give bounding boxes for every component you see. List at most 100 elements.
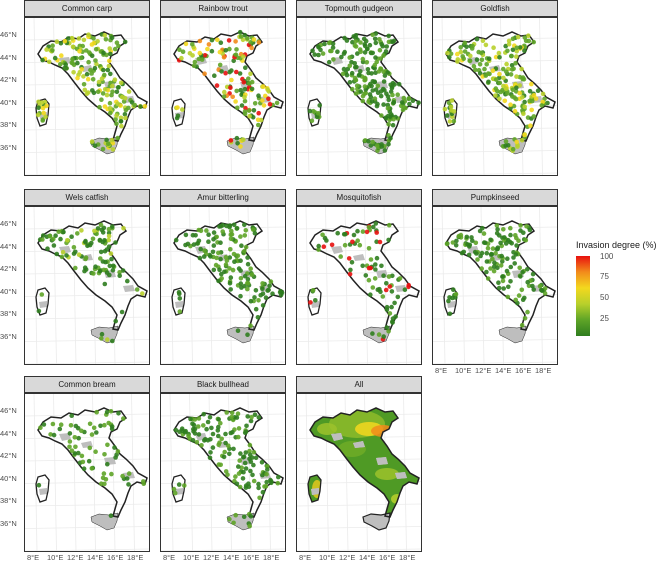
latitude-tick-label: 36°N [0,142,17,152]
site-point [94,430,99,435]
facet-title: Black bullhead [160,376,286,393]
site-point [182,483,187,488]
site-point [505,237,511,243]
site-point [360,56,366,62]
site-point [490,246,496,251]
site-point [386,274,392,279]
site-point [38,425,43,430]
site-point [192,417,198,422]
site-point [485,245,491,251]
site-point [490,256,495,262]
site-point [361,36,367,42]
site-point [384,325,390,330]
site-point [241,469,246,475]
site-point [118,80,124,86]
longitude-tick-label: 18°E [399,553,416,562]
longitude-tick-label: 18°E [127,553,144,562]
longitude-tick-label: 12°E [339,553,356,562]
sardinia-outline [307,287,322,316]
site-point [392,300,397,306]
site-point [180,428,185,433]
site-point [230,267,236,273]
site-point [533,96,539,101]
site-point [474,36,480,42]
site-point [510,87,516,92]
site-point [108,251,114,256]
site-point [120,473,125,479]
site-point [89,466,95,471]
legend-tick-50: 50 [600,293,609,302]
site-point [250,227,256,232]
site-point [447,295,452,300]
site-point [227,255,233,260]
site-point [73,444,78,450]
site-point [46,59,52,65]
site-point [496,50,502,56]
site-point [174,115,180,121]
site-point [372,276,378,281]
site-point [242,283,247,289]
site-point [87,445,93,451]
site-point [99,76,105,82]
site-point [501,286,506,291]
site-point [91,271,96,276]
site-point [229,410,235,416]
site-point [39,292,45,297]
site-point [40,233,46,238]
site-point [470,43,475,49]
site-point [531,39,536,45]
site-point [260,281,265,286]
site-point [196,424,201,429]
latitude-tick-label: 44°N [0,241,17,251]
site-point [44,103,49,109]
site-point [235,105,240,111]
site-point [222,269,227,275]
site-point [72,435,78,440]
site-point [245,332,250,337]
site-point [449,98,455,103]
site-point [474,251,479,256]
site-point [357,242,363,248]
site-point [177,296,183,301]
site-point [484,250,490,256]
site-point [106,141,111,146]
site-point [201,423,206,428]
site-point [496,280,501,285]
site-point [231,520,236,526]
site-point [218,240,223,245]
site-point [223,469,229,474]
site-point [179,55,184,61]
site-point [245,277,251,282]
site-point [249,45,254,51]
site-point [347,271,353,277]
site-point [464,234,470,240]
site-point [222,449,227,455]
site-point [77,49,82,54]
site-point [513,96,519,102]
site-point [381,53,386,58]
site-point [89,139,95,144]
site-point [316,243,321,249]
latitude-tick-label: 46°N [0,30,17,39]
site-point [346,256,352,261]
site-point [132,102,137,108]
facet-title: Topmouth gudgeon [296,0,422,17]
site-point [73,265,78,271]
site-point [107,46,112,51]
site-point [238,234,243,239]
site-point [93,264,98,269]
site-point [197,50,203,56]
site-point [106,63,112,69]
site-point [349,260,355,265]
site-point [75,231,80,236]
site-point [380,294,386,299]
site-point [529,98,535,104]
site-point [379,42,384,47]
site-point [506,38,512,44]
site-point [76,36,82,41]
site-point [358,89,363,94]
latitude-tick-label: 44°N [0,428,17,438]
site-point [395,92,400,97]
site-point [381,273,386,278]
latitude-tick-label: 40°N [0,286,17,296]
